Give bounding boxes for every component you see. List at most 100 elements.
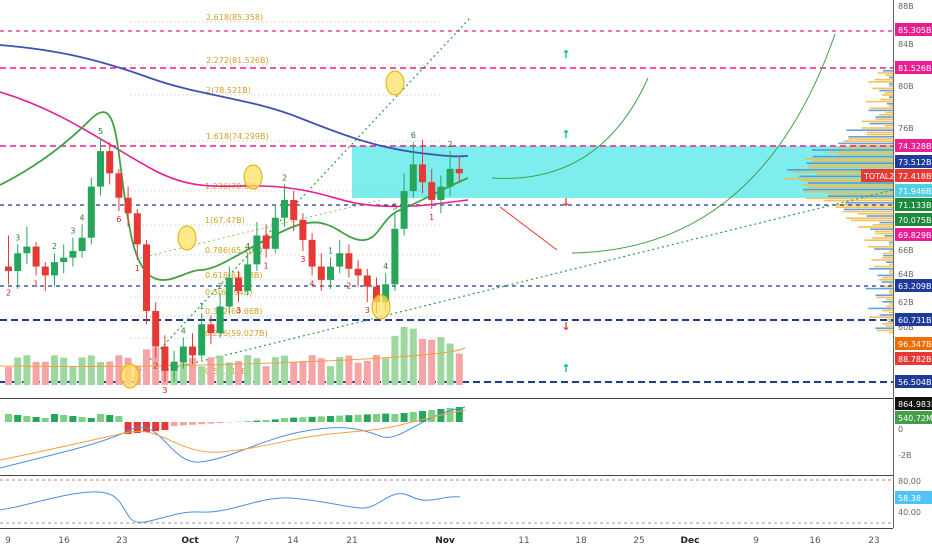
volume-profile-bar xyxy=(889,77,893,79)
volume-profile-bar xyxy=(875,327,893,329)
volume-profile-bar xyxy=(889,290,893,292)
time-tick-label: 18 xyxy=(575,536,587,546)
volume-profile-bar xyxy=(838,143,893,145)
volume-profile-bar xyxy=(828,193,893,195)
price-label-text: 70.075B xyxy=(898,216,931,225)
volume-profile-bar xyxy=(867,134,893,136)
volume-bar xyxy=(327,366,334,385)
volume-bar xyxy=(419,339,426,385)
volume-profile-bar xyxy=(886,325,893,327)
candle-count-label: 4 xyxy=(181,327,186,336)
macd-histogram-bar xyxy=(161,422,168,430)
time-tick-label: Oct xyxy=(181,536,199,546)
macd-histogram-bar xyxy=(106,415,113,422)
candle-count-label: 6 xyxy=(116,215,121,224)
candle-body xyxy=(299,220,306,240)
volume-profile-bar xyxy=(862,121,893,123)
candle-body xyxy=(401,191,408,229)
volume-profile-bar xyxy=(813,156,893,158)
candle-count-label: 4 xyxy=(245,242,250,251)
volume-profile-bar xyxy=(876,116,893,118)
volume-bar xyxy=(391,336,398,385)
macd-histogram-bar xyxy=(51,414,58,422)
volume-profile-bar xyxy=(876,297,893,299)
volume-profile-bar xyxy=(870,228,893,230)
candle-body xyxy=(180,346,187,362)
volume-profile-bar xyxy=(869,268,893,270)
macd-histogram-bar xyxy=(198,422,205,424)
volume-profile-bar xyxy=(842,211,893,213)
volume-bar xyxy=(447,344,454,385)
time-tick-label: Nov xyxy=(435,536,455,546)
volume-profile-bar xyxy=(889,96,893,98)
price-tick-label: 64B xyxy=(898,270,914,279)
volume-bar xyxy=(217,355,224,385)
price-label-text: 72.418B xyxy=(898,172,931,181)
candle-body xyxy=(290,200,297,220)
macd-histogram-bar xyxy=(207,422,214,424)
candle-body xyxy=(60,258,67,262)
volume-profile-bar xyxy=(869,316,893,318)
volume-profile-bar xyxy=(808,182,893,184)
macd-histogram-bar xyxy=(14,415,21,422)
volume-profile-bar xyxy=(880,314,893,316)
volume-bar xyxy=(88,355,95,385)
volume-bar xyxy=(281,356,288,385)
volume-profile-bar xyxy=(875,294,893,296)
macd-histogram-bar xyxy=(281,418,288,422)
volume-bar xyxy=(456,354,463,385)
price-tick-label: 80B xyxy=(898,82,914,91)
volume-profile-bar xyxy=(846,129,893,131)
macd-histogram-bar xyxy=(97,414,104,422)
candle-count-label: 5 xyxy=(98,127,103,136)
volume-profile-bar xyxy=(882,301,893,303)
volume-profile-bar xyxy=(889,272,893,274)
volume-profile-bar xyxy=(868,246,893,248)
candle-count-label: 4 xyxy=(80,213,85,222)
volume-profile-bar xyxy=(844,209,893,211)
rsi-pane-bg xyxy=(0,476,893,528)
candle-body xyxy=(134,213,141,244)
volume-profile-bar xyxy=(889,292,893,294)
candle-body xyxy=(5,267,12,271)
candle-count-label: 6 xyxy=(411,131,416,140)
symbol-tag-text: TOTAL2 xyxy=(863,172,894,181)
volume-profile-bar xyxy=(889,264,893,266)
signal-arrow: ↑ xyxy=(561,48,570,61)
candle-count-label: 3 xyxy=(365,306,370,315)
volume-profile-bar xyxy=(877,330,893,332)
price-tick-label: 88B xyxy=(898,2,914,11)
volume-bar xyxy=(143,349,150,385)
volume-bar xyxy=(355,363,362,385)
time-tick-label: 7 xyxy=(234,536,240,546)
candle-body xyxy=(189,346,196,355)
volume-bar xyxy=(336,357,343,385)
volume-profile-bar xyxy=(848,136,893,138)
volume-profile-bar xyxy=(867,132,893,134)
volume-profile-bar xyxy=(871,259,893,261)
macd-histogram-bar xyxy=(299,417,306,422)
macd-histogram-bar xyxy=(23,416,30,422)
volume-profile-bar xyxy=(886,74,893,76)
candle-body xyxy=(419,164,426,182)
macd-histogram-bar xyxy=(345,415,352,422)
candle-body xyxy=(115,173,122,197)
candle-body xyxy=(106,151,113,173)
fib-label: 0.382(60.66B) xyxy=(205,307,263,316)
volume-profile-bar xyxy=(883,253,893,255)
macd-tick-label: 0 xyxy=(898,425,903,434)
macd-histogram-bar xyxy=(410,412,417,422)
volume-bar xyxy=(69,367,76,385)
volume-profile-bar xyxy=(882,281,893,283)
volume-profile-bar xyxy=(872,237,893,239)
candle-count-label: 2 xyxy=(448,140,453,149)
volume-bar xyxy=(33,362,40,385)
fib-label: 2(78.521B) xyxy=(206,86,251,95)
time-tick-label: 14 xyxy=(287,536,299,546)
volume-bar xyxy=(437,337,444,385)
volume-profile-bar xyxy=(808,187,893,189)
volume-profile-bar xyxy=(889,283,893,285)
macd-histogram-bar xyxy=(189,422,196,425)
price-tick-label: 84B xyxy=(898,40,914,49)
